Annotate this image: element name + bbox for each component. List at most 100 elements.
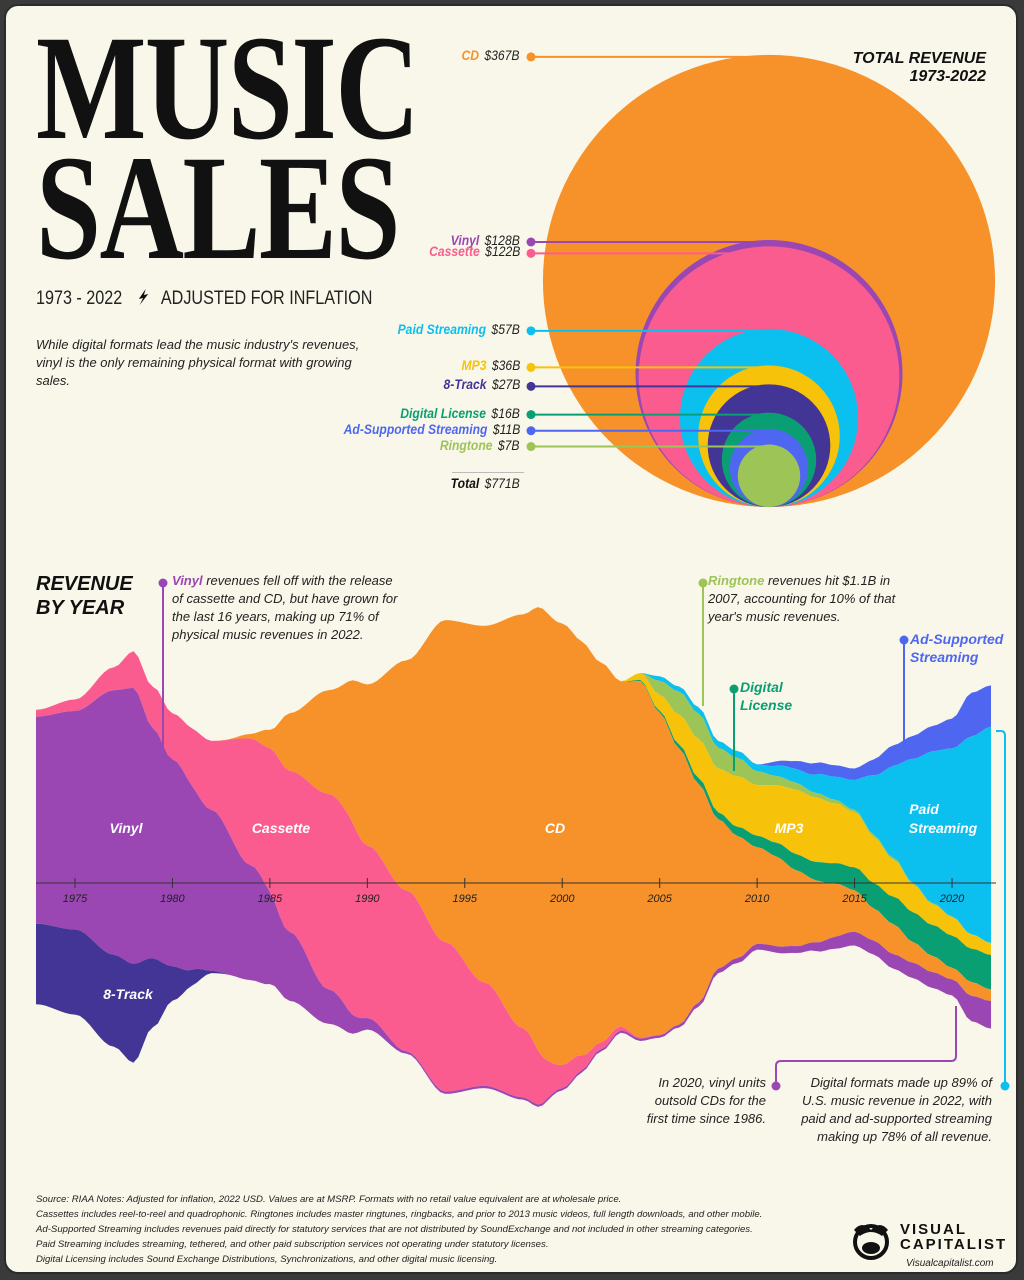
legend-name: Ad-Supported Streaming <box>343 421 488 437</box>
vinyl-annotation-text: revenues fell off with the release of ca… <box>172 573 398 642</box>
total-value: $771B <box>484 476 520 491</box>
stream-cassette <box>36 651 991 1105</box>
digital-2022-annotation-line <box>996 730 1006 1086</box>
legend-value: $27B <box>491 377 520 393</box>
intro-text: While digital formats lead the music ind… <box>36 337 360 388</box>
subtitle-tag: ADJUSTED FOR INFLATION <box>160 288 373 309</box>
total-label: Total <box>450 476 480 491</box>
total-revenue-title-1: TOTAL REVENUE <box>852 50 986 67</box>
legend-divider <box>452 472 524 473</box>
revenue-title-1: REVENUE <box>36 573 133 595</box>
x-tick-label: 1985 <box>258 893 283 905</box>
legend-name: 8-Track <box>443 377 487 393</box>
legend-item-mp3: MP3 $36B <box>461 358 520 373</box>
legend-value: $367B <box>484 47 520 63</box>
footer-notes: Source: RIAA Notes: Adjusted for inflati… <box>36 1192 762 1267</box>
legend-name: Digital License <box>400 405 487 421</box>
legend-name: CD <box>461 47 480 63</box>
legend-item-ringtone: Ringtone $7B <box>440 438 520 453</box>
revenue-by-year-title: REVENUE BY YEAR <box>36 572 133 620</box>
legend-item-cd: CD $367B <box>462 48 520 63</box>
legend-item-8-track: 8-Track $27B <box>443 377 520 392</box>
stream-label-paid-streaming: Paid <box>909 801 939 817</box>
stream-label-cassette: Cassette <box>252 820 311 836</box>
x-tick-label: 1980 <box>160 893 185 905</box>
x-tick-label: 2020 <box>939 893 965 905</box>
lightning-icon <box>138 289 148 305</box>
leader-dot-vinyl <box>526 237 536 247</box>
vinyl-annotation-dot <box>158 578 168 588</box>
vinyl-annotation-key: Vinyl <box>172 573 203 588</box>
vinyl-2020-annotation-line <box>775 1006 957 1086</box>
legend-value: $16B <box>491 405 520 421</box>
leader-dot-ringtone <box>526 442 536 452</box>
subtitle: 1973 - 2022 ADJUSTED FOR INFLATION <box>36 288 372 310</box>
legend-total: Total $771B <box>451 476 520 491</box>
total-revenue-title: TOTAL REVENUE 1973-2022 <box>853 50 986 86</box>
stream-label-vinyl: Vinyl <box>110 820 144 836</box>
total-revenue-circles <box>526 52 996 508</box>
stream-paid-streaming <box>36 607 991 943</box>
leader-dot-cd <box>526 52 536 62</box>
footer-note: Paid Streaming includes streaming, tethe… <box>36 1239 549 1250</box>
leader-dot-ad-supported-streaming <box>526 426 536 436</box>
brand-line2: CAPITALIST <box>900 1236 1008 1253</box>
digital-license-annotation: Digital License <box>740 678 792 714</box>
legend-value: $128B <box>484 232 520 248</box>
logo-icon <box>853 1224 889 1260</box>
x-tick-label: 1990 <box>355 893 380 905</box>
vinyl-annotation: Vinyl revenues fell off with the release… <box>172 572 404 644</box>
page-title: MUSIC SALES <box>36 5 420 291</box>
leader-dot-8-track <box>526 381 536 391</box>
stream-label-8-track: 8-Track <box>103 986 154 1002</box>
dl-line1: Digital <box>740 679 783 695</box>
title-line-1: MUSIC <box>36 5 420 171</box>
leader-dot-cassette <box>526 248 536 258</box>
legend-name: Vinyl <box>450 232 480 248</box>
circle-ringtone <box>737 444 801 507</box>
total-revenue-title-2: 1973-2022 <box>909 68 986 85</box>
legend-value: $7B <box>498 437 520 453</box>
brand-line1: VISUAL <box>900 1221 968 1238</box>
leader-dot-digital-license <box>526 410 536 420</box>
legend-name: Cassette <box>428 244 480 260</box>
legend-item-digital-license: Digital License $16B <box>400 406 520 421</box>
footer-note: Digital Licensing includes Sound Exchang… <box>36 1254 498 1265</box>
digital-2022-annotation-dot <box>1000 1081 1010 1091</box>
footer-note: Source: RIAA Notes: Adjusted for inflati… <box>36 1194 622 1205</box>
vinyl-2020-annotation: In 2020, vinyl units outsold CDs for the… <box>646 1075 766 1126</box>
legend-name: MP3 <box>461 358 487 374</box>
ad-supported-annotation-dot <box>899 635 909 645</box>
x-tick-label: 2015 <box>841 893 867 905</box>
legend-value: $57B <box>491 321 520 337</box>
ringtone-annotation-text: revenues hit $1.1B in 2007, accounting f… <box>708 573 896 624</box>
x-tick-label: 2000 <box>549 893 575 905</box>
legend-item-ad-supported-streaming: Ad-Supported Streaming $11B <box>343 422 520 437</box>
infographic: MUSIC SALES 1973 - 2022 ADJUSTED FOR INF… <box>4 4 1018 1274</box>
revenue-title-2: BY YEAR <box>36 597 125 619</box>
ad-line1: Ad-Supported <box>910 631 1004 647</box>
stream-vinyl <box>36 687 991 1107</box>
total-revenue-legend: CD $367B Vinyl $128B Cassette $122B Paid Strea… <box>6 6 520 526</box>
ringtone-annotation-dot <box>698 578 708 588</box>
digital-2022-annotation: Digital formats made up 89% of U.S. musi… <box>801 1075 992 1144</box>
legend-item-paid-streaming: Paid Streaming $57B <box>398 322 520 337</box>
stream-cd <box>36 607 991 1066</box>
dl-line2: License <box>740 697 793 713</box>
stream-label-cd: CD <box>545 820 565 836</box>
legend-value: $11B <box>492 421 520 437</box>
stream-ad-supported-streaming <box>36 607 991 780</box>
digital-license-annotation-dot <box>729 684 739 694</box>
ringtone-annotation: Ringtone revenues hit $1.1B in 2007, acc… <box>708 572 898 626</box>
legend-name: Ringtone <box>440 437 493 453</box>
x-tick-label: 2005 <box>646 893 672 905</box>
legend-value: $36B <box>491 358 520 374</box>
leader-dot-paid-streaming <box>526 326 536 336</box>
x-tick-label: 1995 <box>453 893 478 905</box>
vinyl-2020-annotation-dot <box>771 1081 781 1091</box>
legend-item-vinyl: Vinyl $128B <box>451 233 520 248</box>
x-tick-label: 2010 <box>744 893 770 905</box>
title-line-2: SALES <box>36 125 400 291</box>
stream-label-mp3: MP3 <box>775 820 804 836</box>
brand-name: VISUAL CAPITALIST <box>900 1222 1007 1252</box>
